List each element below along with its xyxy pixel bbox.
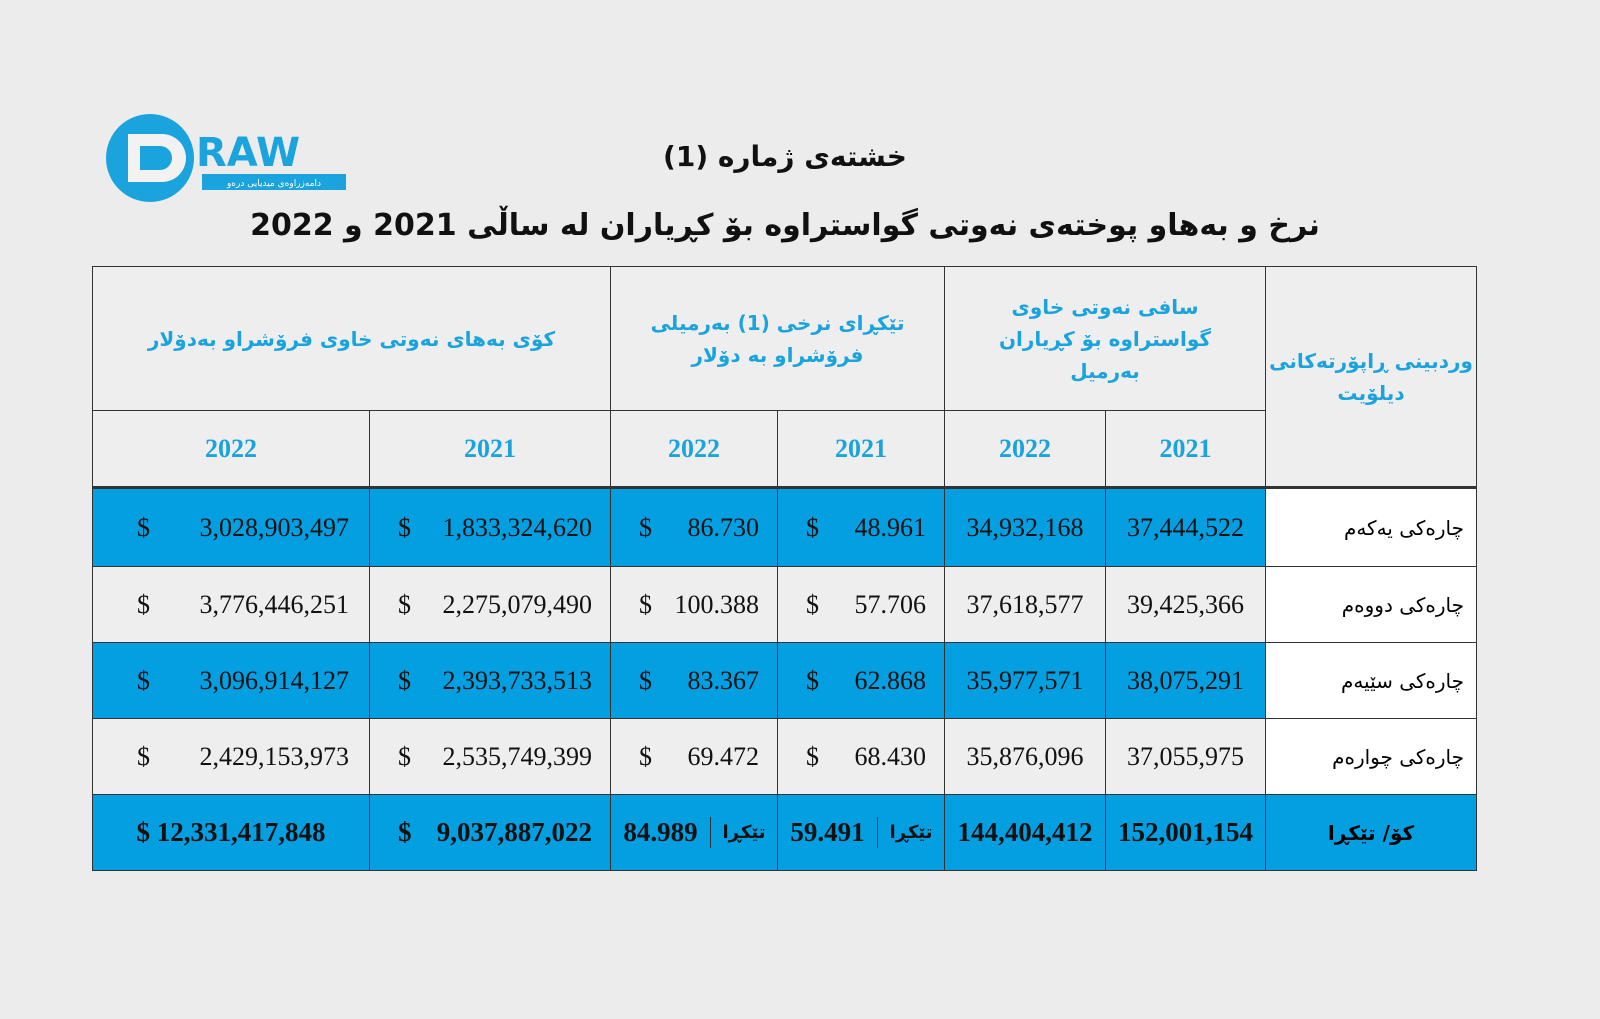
header-row-label: وردبینی ڕاپۆرتەکانی دیلۆیت (1265, 266, 1478, 488)
currency-sign: $ (398, 512, 412, 542)
currency-sign: $ (137, 512, 150, 542)
avg-2022: 69.472 (687, 741, 760, 771)
net-2021: 37,444,522 (1105, 487, 1267, 567)
net-2022: 37,618,577 (944, 566, 1107, 643)
currency-sign: $ (806, 512, 820, 542)
net-2021: 37,055,975 (1105, 718, 1267, 795)
avg-2021: 68.430 (854, 741, 927, 771)
net-2021: 39,425,366 (1105, 566, 1267, 643)
avg-2021: 62.868 (854, 665, 927, 695)
svg-text:RAW: RAW (196, 130, 300, 176)
avg-label: تێکڕا (710, 817, 777, 848)
total-2021: 2,393,733,513 (442, 665, 593, 695)
avg-2021: 48.961 (854, 512, 927, 542)
totals-net-2022: 144,404,412 (944, 794, 1107, 871)
currency-sign: $ (639, 512, 653, 542)
totals-value-2021: 9,037,887,022 (436, 817, 593, 847)
quarter-label: چارەکی یەکەم (1265, 487, 1478, 567)
total-2021: 2,275,079,490 (442, 589, 593, 619)
currency-sign: $ (137, 665, 150, 695)
currency-sign: $ (806, 589, 820, 619)
totals-net-2021: 152,001,154 (1105, 794, 1267, 871)
year-header: 2022 (610, 410, 779, 488)
currency-sign: $ (398, 665, 412, 695)
table-row: چارەکی یەکەم 37,444,522 34,932,168 $48.9… (91, 487, 1478, 567)
table-row: چارەکی سێیەم 38,075,291 35,977,571 $62.8… (91, 642, 1478, 719)
total-2021: 1,833,324,620 (442, 512, 593, 542)
total-2022: 3,096,914,127 (199, 665, 350, 695)
total-2021: 2,535,749,399 (442, 741, 593, 771)
avg-2022: 86.730 (687, 512, 760, 542)
totals-avg-2022: 84.989 (623, 817, 698, 847)
oil-sales-table: وردبینی ڕاپۆرتەکانی دیلۆیت سافی نەوتی خا… (91, 266, 1478, 871)
currency-sign: $ (398, 817, 412, 847)
header-net-barrels: سافی نەوتی خاوی گواستراوە بۆ کڕیاران بەر… (944, 266, 1267, 411)
year-header: 2022 (91, 410, 371, 488)
year-header: 2021 (777, 410, 946, 488)
year-header: 2021 (369, 410, 612, 488)
currency-sign: $ (639, 741, 653, 771)
header-total-value: کۆی بەهای نەوتی خاوی فرۆشراو بەدۆلار (91, 266, 612, 411)
currency-sign: $ (137, 741, 150, 771)
year-header: 2022 (944, 410, 1107, 488)
net-2022: 35,876,096 (944, 718, 1107, 795)
table-row: چارەکی چوارەم 37,055,975 35,876,096 $68.… (91, 718, 1478, 795)
avg-2022: 100.388 (674, 589, 760, 619)
draw-logo: RAW دامەزراوەی میدیایی درەو (106, 112, 356, 204)
avg-2022: 83.367 (687, 665, 760, 695)
currency-sign: $ (639, 665, 653, 695)
currency-sign: $ (639, 589, 653, 619)
svg-text:دامەزراوەی میدیایی درەو: دامەزراوەی میدیایی درەو (226, 179, 321, 189)
net-2021: 38,075,291 (1105, 642, 1267, 719)
quarter-label: چارەکی چوارەم (1265, 718, 1478, 795)
currency-sign: $ (806, 741, 820, 771)
totals-row: کۆ/ تێکڕا 152,001,154 144,404,412 تێکڕا 5… (91, 794, 1478, 871)
quarter-label: چارەکی سێیەم (1265, 642, 1478, 719)
table-number-title: خشتەی ژمارە (1) (663, 140, 907, 173)
table-row: چارەکی دووەم 39,425,366 37,618,577 $57.7… (91, 566, 1478, 643)
total-2022: 2,429,153,973 (199, 741, 350, 771)
header-avg-price: تێکڕای نرخی (1) بەرمیلی فرۆشراو بە دۆلار (610, 266, 946, 411)
year-header: 2021 (1105, 410, 1267, 488)
quarter-label: چارەکی دووەم (1265, 566, 1478, 643)
currency-sign: $ (398, 589, 412, 619)
net-2022: 34,932,168 (944, 487, 1107, 567)
currency-sign: $ (806, 665, 820, 695)
total-2022: 3,028,903,497 (199, 512, 350, 542)
currency-sign: $ (137, 589, 150, 619)
total-2022: 3,776,446,251 (199, 589, 350, 619)
totals-label: کۆ/ تێکڕا (1265, 794, 1478, 871)
totals-avg-2021: 59.491 (790, 817, 865, 847)
net-2022: 35,977,571 (944, 642, 1107, 719)
totals-value-2022: $ 12,331,417,848 (91, 794, 371, 871)
avg-2021: 57.706 (854, 589, 927, 619)
avg-label: تێکڕا (877, 817, 944, 848)
currency-sign: $ (398, 741, 412, 771)
table-subtitle: نرخ و بەهاو پوختەی نەوتی گواستراوە بۆ کڕ… (250, 208, 1320, 243)
